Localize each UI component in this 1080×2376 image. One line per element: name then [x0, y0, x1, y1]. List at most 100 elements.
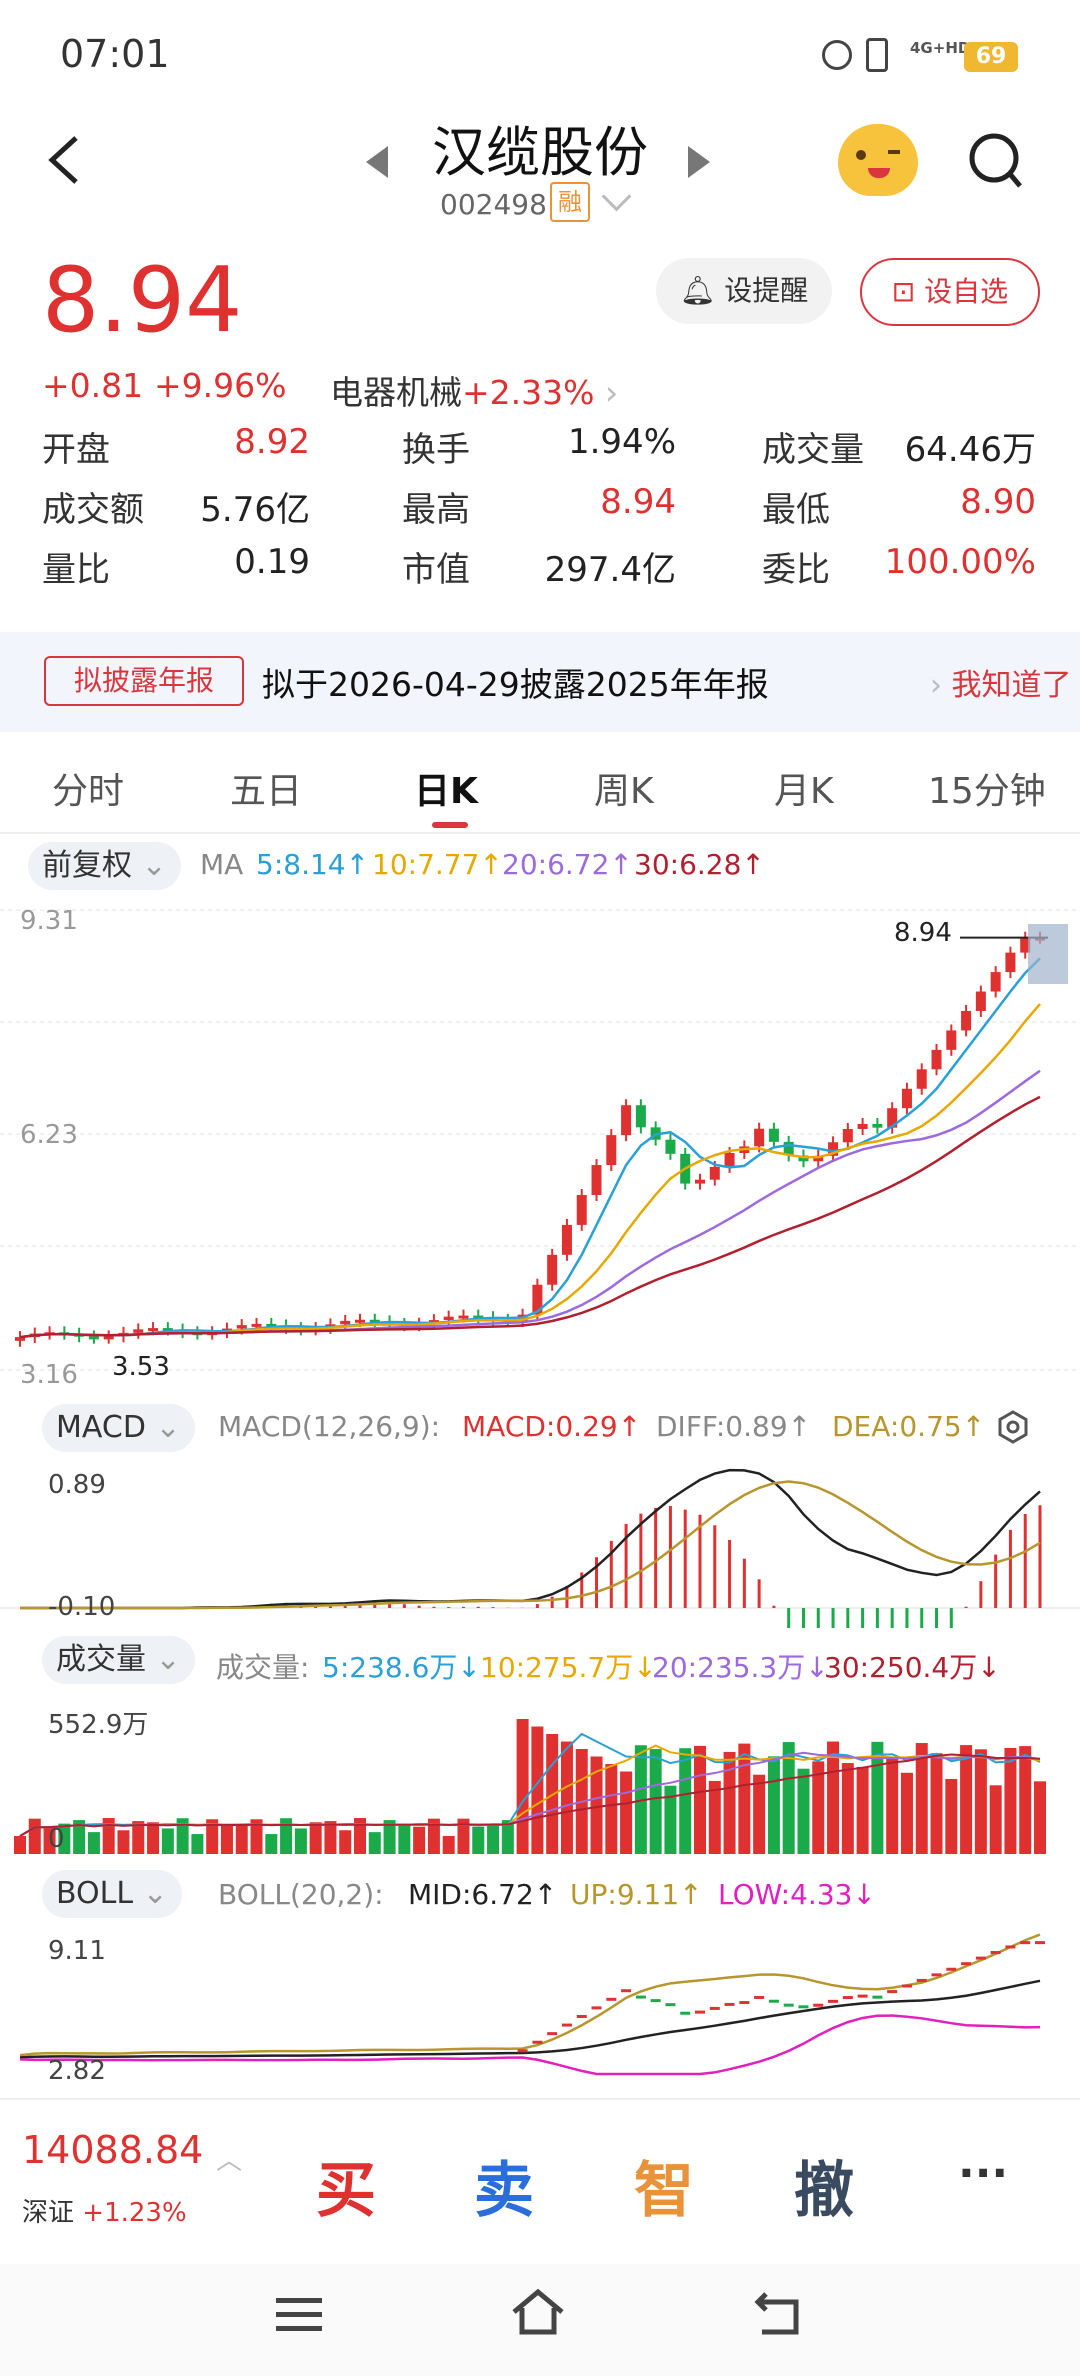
candle-body	[561, 1224, 572, 1255]
vol-y-bottom: 0	[48, 1824, 65, 1854]
smart-button[interactable]: 智	[634, 2156, 694, 2226]
volume-chart[interactable]	[0, 1688, 1080, 1858]
dismiss-banner-button[interactable]: › 我知道了	[930, 660, 1072, 704]
period-tabs: 分时 五日 日K 周K 月K 15分钟	[0, 750, 1080, 830]
active-tab-indicator	[432, 822, 468, 828]
boll-params: BOLL(20,2):	[218, 1878, 384, 1911]
add-watchlist-button[interactable]: ⊡ 设自选	[860, 258, 1040, 326]
volume-bar	[856, 1766, 869, 1854]
buy-button[interactable]: 买	[316, 2156, 376, 2226]
volume-bar	[649, 1749, 662, 1854]
volume-bar	[945, 1778, 958, 1854]
prev-stock-button[interactable]	[366, 146, 388, 178]
set-alert-button[interactable]: 🔔︎ 设提醒	[656, 258, 832, 324]
volume-bar	[398, 1823, 411, 1854]
macd-y-top: 0.89	[48, 1470, 106, 1500]
volume-bar	[383, 1820, 396, 1854]
candle-body	[887, 1108, 898, 1128]
tab-intraday[interactable]: 分时	[52, 771, 125, 812]
home-icon[interactable]	[508, 2286, 568, 2338]
chevron-right-icon: ›	[930, 668, 952, 703]
index-value[interactable]: 14088.84	[22, 2128, 204, 2172]
stat-label: 成交量	[762, 430, 864, 470]
volume-bar	[191, 1834, 204, 1854]
volume-bar	[1034, 1781, 1046, 1854]
candle-body	[251, 1323, 262, 1327]
candle-body	[724, 1152, 735, 1167]
stock-title: 汉缆股份	[432, 121, 648, 184]
volume-bar	[117, 1830, 130, 1854]
macd-selector[interactable]: MACD ⌄	[42, 1404, 195, 1452]
boll-chart[interactable]	[0, 1924, 1080, 2094]
macd-chart[interactable]	[0, 1458, 1080, 1628]
stat-value: 8.90	[960, 482, 1036, 522]
tab-daily-k[interactable]: 日K	[414, 771, 478, 812]
settings-icon[interactable]	[996, 1410, 1030, 1444]
tab-monthly-k[interactable]: 月K	[774, 771, 834, 812]
candle-body	[931, 1049, 942, 1070]
chevron-up-icon[interactable]: ︿	[216, 2146, 243, 2176]
volume-bar	[827, 1741, 840, 1854]
tab-weekly-k[interactable]: 周K	[594, 771, 654, 812]
candle-body	[443, 1316, 454, 1321]
menu-icon[interactable]	[276, 2296, 322, 2332]
sector-link[interactable]: 电器机械+2.33% ›	[330, 366, 618, 414]
candle-body	[828, 1142, 839, 1156]
candle-body	[813, 1155, 824, 1162]
ma30-value: 30:6.28↑	[634, 848, 765, 881]
stat-label: 最低	[762, 490, 830, 530]
sell-button[interactable]: 卖	[474, 2156, 534, 2226]
back-arrow-icon	[48, 136, 78, 184]
candle-body	[148, 1328, 159, 1332]
boll-y-top: 9.11	[48, 1936, 106, 1966]
candlestick-chart[interactable]	[0, 894, 1080, 1394]
stat-label: 换手	[402, 430, 470, 470]
stat-value: 1.94%	[567, 422, 676, 462]
candle-body	[103, 1336, 114, 1340]
volume-selector[interactable]: 成交量 ⌄	[42, 1636, 195, 1684]
candle-body	[1020, 937, 1031, 953]
volume-bar	[324, 1821, 337, 1854]
status-time: 07:01	[60, 32, 170, 76]
chat-box-icon: ⊡	[891, 275, 925, 308]
volume-bar	[58, 1823, 71, 1854]
volume-bar	[560, 1741, 573, 1854]
candle-body	[798, 1155, 809, 1162]
disclosure-banner[interactable]	[0, 632, 1080, 732]
volume-bar	[206, 1819, 219, 1854]
price-change-pct: +9.96%	[154, 366, 287, 405]
volume-bar	[753, 1774, 766, 1854]
volume-bar	[339, 1830, 352, 1854]
cancel-order-button[interactable]: 撤	[794, 2156, 854, 2226]
chevron-down-icon: ⌄	[146, 1642, 181, 1677]
mascot-icon[interactable]	[838, 124, 918, 196]
next-stock-button[interactable]	[688, 146, 710, 178]
tab-five-day[interactable]: 五日	[230, 771, 303, 812]
candle-body	[754, 1128, 765, 1147]
volume-bar	[664, 1785, 677, 1854]
boll-y-bottom: 2.82	[48, 2056, 106, 2086]
volume-bar	[235, 1825, 248, 1854]
stat-label: 委比	[762, 550, 830, 590]
volume-bar	[487, 1823, 500, 1854]
dea-value: DEA:0.75↑	[832, 1410, 986, 1443]
adjust-selector[interactable]: 前复权 ⌄	[28, 842, 181, 890]
back-nav-icon[interactable]	[752, 2288, 806, 2338]
dismiss-label: 我知道了	[951, 668, 1072, 703]
stat-value: 0.19	[234, 542, 310, 582]
volume-bar	[974, 1749, 987, 1854]
back-button[interactable]	[40, 130, 90, 190]
volume-bar	[841, 1763, 854, 1854]
volume-bar	[886, 1757, 899, 1854]
volume-bar	[1004, 1748, 1017, 1854]
bell-icon: 🔔︎	[679, 274, 725, 307]
candle-body	[768, 1128, 779, 1142]
more-button[interactable]: ···	[958, 2148, 1009, 2199]
tab-15min[interactable]: 15分钟	[928, 771, 1046, 812]
candle-body	[665, 1139, 676, 1154]
volume-bar	[73, 1820, 86, 1854]
high-marker: 8.94	[894, 918, 952, 948]
boll-selector[interactable]: BOLL ⌄	[42, 1870, 182, 1918]
alarm-icon	[822, 40, 852, 70]
search-button[interactable]	[966, 130, 1026, 194]
